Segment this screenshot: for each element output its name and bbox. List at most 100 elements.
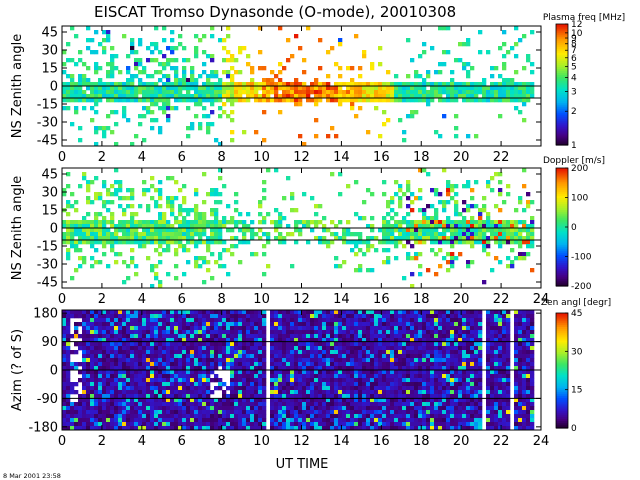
- data-cell: [270, 322, 275, 327]
- colorbar-tick-label: 5: [571, 63, 577, 73]
- data-cell: [98, 212, 103, 217]
- data-cell: [142, 366, 147, 371]
- data-cell: [210, 338, 215, 343]
- data-cell: [426, 224, 431, 229]
- data-cell: [186, 220, 191, 225]
- data-cell: [86, 366, 91, 371]
- data-cell: [198, 386, 203, 391]
- data-cell: [370, 378, 375, 383]
- data-cell: [194, 402, 199, 407]
- data-cell: [322, 310, 327, 315]
- data-cell: [90, 232, 95, 237]
- colorbar-swatch: [556, 262, 568, 265]
- data-cell: [366, 406, 371, 411]
- data-cell: [202, 70, 207, 75]
- data-cell: [150, 94, 155, 99]
- data-cell: [466, 38, 471, 43]
- data-cell: [114, 426, 119, 430]
- data-cell: [170, 94, 175, 99]
- data-cell: [282, 338, 287, 343]
- data-cell: [66, 342, 71, 347]
- colorbar-swatch: [556, 88, 568, 92]
- data-cell: [290, 310, 295, 315]
- data-cell: [170, 314, 175, 319]
- data-cell: [342, 406, 347, 411]
- colorbar-swatch: [556, 217, 568, 220]
- data-cell: [186, 90, 191, 95]
- data-cell: [190, 220, 195, 225]
- data-cell: [70, 232, 75, 237]
- data-cell: [134, 402, 139, 407]
- data-cell: [250, 426, 255, 430]
- data-cell: [146, 318, 151, 323]
- data-cell: [322, 402, 327, 407]
- data-cell: [106, 398, 111, 403]
- data-cell: [398, 354, 403, 359]
- data-cell: [230, 346, 235, 351]
- data-cell: [262, 374, 267, 379]
- data-cell: [230, 74, 235, 79]
- data-cell: [330, 358, 335, 363]
- data-cell: [238, 310, 243, 315]
- data-cell: [278, 382, 283, 387]
- data-cell: [78, 314, 83, 319]
- data-cell: [94, 224, 99, 229]
- data-cell: [238, 90, 243, 95]
- data-cell: [298, 378, 303, 383]
- data-cell: [158, 334, 163, 339]
- data-cell: [254, 342, 259, 347]
- data-cell: [178, 330, 183, 335]
- data-cell: [310, 86, 315, 91]
- data-cell: [122, 82, 127, 87]
- data-cell: [194, 326, 199, 331]
- data-cell: [130, 418, 135, 423]
- data-cell: [162, 314, 167, 319]
- data-cell: [486, 94, 491, 99]
- data-cell: [62, 236, 67, 241]
- data-cell: [238, 70, 243, 75]
- data-cell: [478, 236, 483, 241]
- data-cell: [242, 90, 247, 95]
- data-cell: [166, 394, 171, 399]
- data-cell: [94, 62, 99, 67]
- data-cell: [78, 86, 83, 91]
- y-tick-label: 15: [41, 204, 58, 219]
- data-cell: [274, 310, 279, 315]
- data-cell: [394, 350, 399, 355]
- data-cell: [106, 370, 111, 375]
- data-cell: [102, 200, 107, 205]
- data-cell: [290, 406, 295, 411]
- data-cell: [230, 358, 235, 363]
- data-cell: [182, 366, 187, 371]
- data-cell: [222, 82, 227, 87]
- data-cell: [198, 378, 203, 383]
- data-cell: [342, 338, 347, 343]
- data-cell: [74, 208, 79, 213]
- data-cell: [334, 326, 339, 331]
- data-cell: [502, 228, 507, 233]
- data-cell: [78, 322, 83, 327]
- data-cell: [282, 326, 287, 331]
- data-cell: [426, 268, 431, 273]
- data-cell: [454, 224, 459, 229]
- data-cell: [362, 406, 367, 411]
- data-cell: [418, 236, 423, 241]
- data-cell: [362, 240, 367, 245]
- data-cell: [278, 224, 283, 229]
- data-cell: [210, 86, 215, 91]
- data-cell: [222, 184, 227, 189]
- data-cell: [270, 422, 275, 427]
- data-cell: [134, 406, 139, 411]
- data-cell: [326, 86, 331, 91]
- data-cell: [114, 342, 119, 347]
- data-cell: [222, 224, 227, 229]
- data-cell: [154, 98, 159, 103]
- data-cell: [126, 410, 131, 415]
- data-cell: [102, 366, 107, 371]
- data-cell: [306, 98, 311, 103]
- data-cell: [106, 414, 111, 419]
- data-cell: [302, 362, 307, 367]
- data-cell: [222, 362, 227, 367]
- data-cell: [294, 330, 299, 335]
- data-cell: [350, 422, 355, 427]
